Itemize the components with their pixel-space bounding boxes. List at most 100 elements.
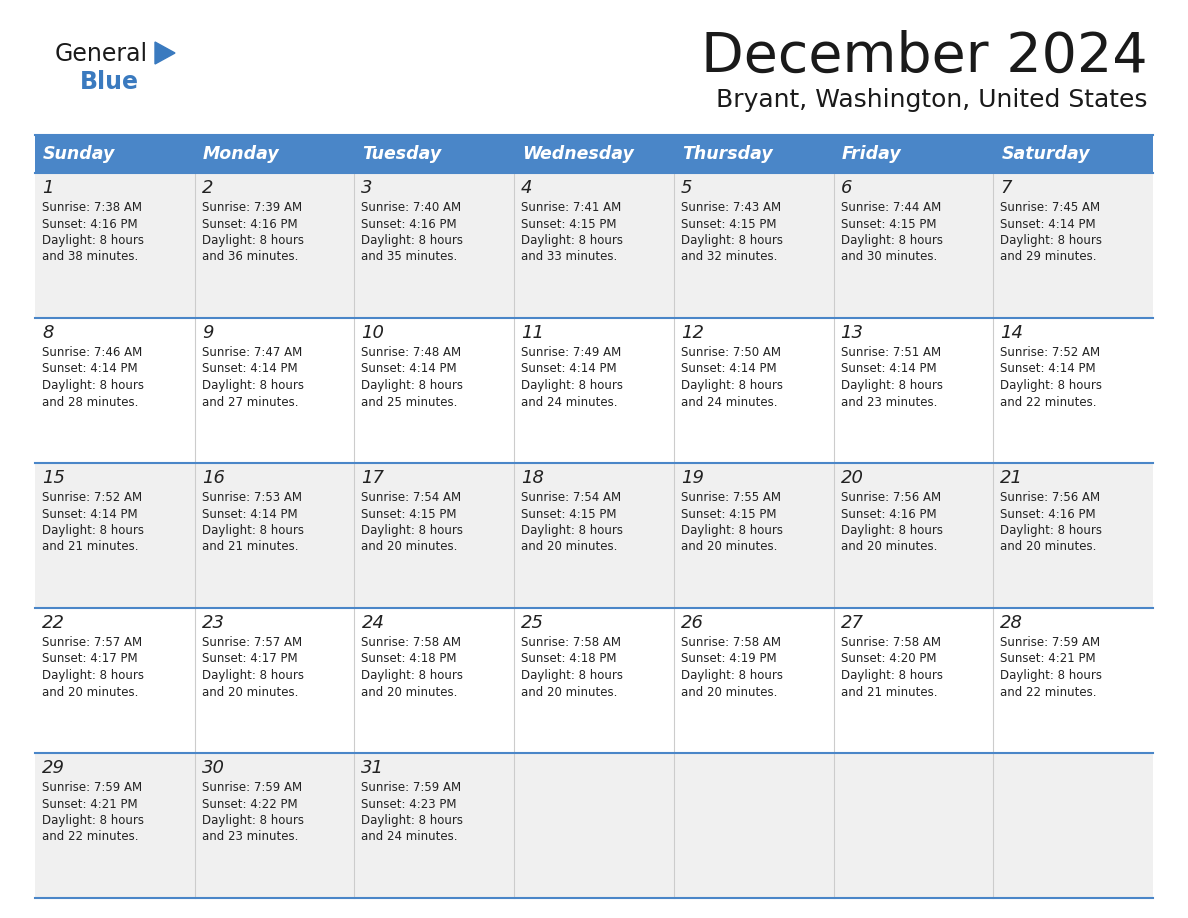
- Bar: [34, 753, 195, 898]
- Text: Daylight: 8 hours: Daylight: 8 hours: [522, 234, 624, 247]
- Text: and 22 minutes.: and 22 minutes.: [42, 831, 139, 844]
- Text: Sunset: 4:15 PM: Sunset: 4:15 PM: [361, 508, 457, 521]
- Bar: [514, 608, 674, 753]
- Bar: [354, 463, 514, 608]
- Bar: [195, 173, 354, 318]
- Text: and 35 minutes.: and 35 minutes.: [361, 251, 457, 263]
- Text: Sunrise: 7:38 AM: Sunrise: 7:38 AM: [42, 201, 143, 214]
- Text: Sunrise: 7:48 AM: Sunrise: 7:48 AM: [361, 346, 462, 359]
- Text: Thursday: Thursday: [682, 145, 772, 163]
- Text: Daylight: 8 hours: Daylight: 8 hours: [202, 669, 304, 682]
- Bar: [834, 135, 993, 173]
- Text: and 21 minutes.: and 21 minutes.: [841, 686, 937, 699]
- Text: and 20 minutes.: and 20 minutes.: [522, 686, 618, 699]
- Text: 3: 3: [361, 179, 373, 197]
- Text: Daylight: 8 hours: Daylight: 8 hours: [681, 379, 783, 392]
- Bar: [34, 608, 195, 753]
- Text: and 28 minutes.: and 28 minutes.: [42, 396, 138, 409]
- Text: Sunrise: 7:56 AM: Sunrise: 7:56 AM: [841, 491, 941, 504]
- Text: Daylight: 8 hours: Daylight: 8 hours: [202, 524, 304, 537]
- Bar: [674, 318, 834, 463]
- Text: Sunset: 4:18 PM: Sunset: 4:18 PM: [522, 653, 617, 666]
- Text: Sunset: 4:15 PM: Sunset: 4:15 PM: [681, 218, 776, 230]
- Text: Sunset: 4:16 PM: Sunset: 4:16 PM: [841, 508, 936, 521]
- Text: Sunset: 4:21 PM: Sunset: 4:21 PM: [42, 798, 138, 811]
- Text: Sunrise: 7:39 AM: Sunrise: 7:39 AM: [202, 201, 302, 214]
- Text: and 20 minutes.: and 20 minutes.: [1000, 541, 1097, 554]
- Text: Wednesday: Wednesday: [523, 145, 634, 163]
- Text: Sunset: 4:15 PM: Sunset: 4:15 PM: [841, 218, 936, 230]
- Bar: [993, 463, 1154, 608]
- Text: Sunrise: 7:59 AM: Sunrise: 7:59 AM: [361, 781, 462, 794]
- Bar: [834, 318, 993, 463]
- Text: Sunrise: 7:55 AM: Sunrise: 7:55 AM: [681, 491, 781, 504]
- Text: Sunrise: 7:47 AM: Sunrise: 7:47 AM: [202, 346, 302, 359]
- Bar: [195, 463, 354, 608]
- Bar: [34, 463, 195, 608]
- Bar: [834, 463, 993, 608]
- Text: Daylight: 8 hours: Daylight: 8 hours: [42, 524, 144, 537]
- Text: Daylight: 8 hours: Daylight: 8 hours: [522, 524, 624, 537]
- Text: Sunset: 4:14 PM: Sunset: 4:14 PM: [841, 363, 936, 375]
- Text: and 36 minutes.: and 36 minutes.: [202, 251, 298, 263]
- Text: Daylight: 8 hours: Daylight: 8 hours: [361, 524, 463, 537]
- Bar: [514, 318, 674, 463]
- Text: 10: 10: [361, 324, 385, 342]
- Bar: [34, 318, 195, 463]
- Bar: [195, 135, 354, 173]
- Text: Daylight: 8 hours: Daylight: 8 hours: [522, 379, 624, 392]
- Text: 11: 11: [522, 324, 544, 342]
- Text: Sunrise: 7:59 AM: Sunrise: 7:59 AM: [1000, 636, 1100, 649]
- Bar: [514, 463, 674, 608]
- Text: Bryant, Washington, United States: Bryant, Washington, United States: [716, 88, 1148, 112]
- Text: Daylight: 8 hours: Daylight: 8 hours: [681, 669, 783, 682]
- Text: Sunset: 4:14 PM: Sunset: 4:14 PM: [42, 508, 138, 521]
- Text: and 30 minutes.: and 30 minutes.: [841, 251, 937, 263]
- Text: Sunrise: 7:40 AM: Sunrise: 7:40 AM: [361, 201, 462, 214]
- Text: Sunset: 4:16 PM: Sunset: 4:16 PM: [202, 218, 297, 230]
- Bar: [195, 753, 354, 898]
- Text: Sunset: 4:15 PM: Sunset: 4:15 PM: [522, 218, 617, 230]
- Text: Sunset: 4:14 PM: Sunset: 4:14 PM: [1000, 218, 1095, 230]
- Text: Daylight: 8 hours: Daylight: 8 hours: [42, 669, 144, 682]
- Text: and 20 minutes.: and 20 minutes.: [681, 686, 777, 699]
- Text: Sunset: 4:21 PM: Sunset: 4:21 PM: [1000, 653, 1095, 666]
- Text: 15: 15: [42, 469, 65, 487]
- Text: Sunrise: 7:59 AM: Sunrise: 7:59 AM: [202, 781, 302, 794]
- Bar: [674, 463, 834, 608]
- Text: Daylight: 8 hours: Daylight: 8 hours: [841, 669, 942, 682]
- Text: Daylight: 8 hours: Daylight: 8 hours: [681, 234, 783, 247]
- Bar: [195, 318, 354, 463]
- Bar: [674, 173, 834, 318]
- Text: 21: 21: [1000, 469, 1023, 487]
- Text: Tuesday: Tuesday: [362, 145, 442, 163]
- Bar: [993, 318, 1154, 463]
- Text: and 20 minutes.: and 20 minutes.: [522, 541, 618, 554]
- Text: 9: 9: [202, 324, 213, 342]
- Text: 7: 7: [1000, 179, 1012, 197]
- Text: Daylight: 8 hours: Daylight: 8 hours: [681, 524, 783, 537]
- Bar: [354, 753, 514, 898]
- Text: Friday: Friday: [841, 145, 902, 163]
- Text: 6: 6: [841, 179, 852, 197]
- Text: Sunset: 4:20 PM: Sunset: 4:20 PM: [841, 653, 936, 666]
- Text: Daylight: 8 hours: Daylight: 8 hours: [202, 379, 304, 392]
- Text: Sunset: 4:17 PM: Sunset: 4:17 PM: [42, 653, 138, 666]
- Text: 5: 5: [681, 179, 693, 197]
- Text: Daylight: 8 hours: Daylight: 8 hours: [361, 669, 463, 682]
- Text: Sunrise: 7:52 AM: Sunrise: 7:52 AM: [1000, 346, 1100, 359]
- Bar: [834, 173, 993, 318]
- Text: and 20 minutes.: and 20 minutes.: [202, 686, 298, 699]
- Text: Sunrise: 7:58 AM: Sunrise: 7:58 AM: [522, 636, 621, 649]
- Text: 27: 27: [841, 614, 864, 632]
- Text: and 27 minutes.: and 27 minutes.: [202, 396, 298, 409]
- Text: 23: 23: [202, 614, 225, 632]
- Text: Daylight: 8 hours: Daylight: 8 hours: [1000, 669, 1102, 682]
- Text: and 20 minutes.: and 20 minutes.: [42, 686, 138, 699]
- Bar: [993, 135, 1154, 173]
- Text: Daylight: 8 hours: Daylight: 8 hours: [42, 234, 144, 247]
- Text: Daylight: 8 hours: Daylight: 8 hours: [1000, 379, 1102, 392]
- Text: Sunset: 4:15 PM: Sunset: 4:15 PM: [681, 508, 776, 521]
- Text: and 23 minutes.: and 23 minutes.: [841, 396, 937, 409]
- Text: Sunset: 4:16 PM: Sunset: 4:16 PM: [1000, 508, 1095, 521]
